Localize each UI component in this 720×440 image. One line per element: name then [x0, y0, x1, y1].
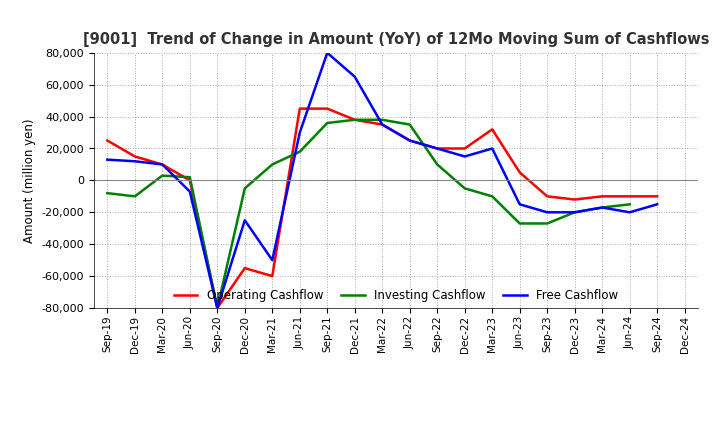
Investing Cashflow [158, 173, 166, 178]
Free Cashflow [323, 50, 332, 55]
Free Cashflow [268, 257, 276, 263]
Free Cashflow [488, 146, 497, 151]
Line: Free Cashflow: Free Cashflow [107, 53, 657, 308]
Free Cashflow [240, 218, 249, 223]
Free Cashflow [433, 146, 441, 151]
Free Cashflow [351, 74, 359, 79]
Investing Cashflow [378, 117, 387, 122]
Free Cashflow [543, 210, 552, 215]
Free Cashflow [295, 130, 304, 135]
Operating Cashflow [186, 178, 194, 183]
Operating Cashflow [405, 138, 414, 143]
Operating Cashflow [516, 170, 524, 175]
Investing Cashflow [543, 221, 552, 226]
Operating Cashflow [240, 265, 249, 271]
Operating Cashflow [488, 127, 497, 132]
Free Cashflow [570, 210, 579, 215]
Investing Cashflow [186, 175, 194, 180]
Investing Cashflow [240, 186, 249, 191]
Operating Cashflow [598, 194, 606, 199]
Free Cashflow [103, 157, 112, 162]
Free Cashflow [516, 202, 524, 207]
Investing Cashflow [488, 194, 497, 199]
Investing Cashflow [351, 117, 359, 122]
Free Cashflow [653, 202, 662, 207]
Legend: Operating Cashflow, Investing Cashflow, Free Cashflow: Operating Cashflow, Investing Cashflow, … [169, 285, 623, 307]
Investing Cashflow [570, 210, 579, 215]
Operating Cashflow [626, 194, 634, 199]
Y-axis label: Amount (million yen): Amount (million yen) [23, 118, 36, 242]
Free Cashflow [378, 122, 387, 127]
Investing Cashflow [213, 305, 222, 311]
Operating Cashflow [433, 146, 441, 151]
Operating Cashflow [543, 194, 552, 199]
Operating Cashflow [653, 194, 662, 199]
Operating Cashflow [130, 154, 139, 159]
Operating Cashflow [351, 117, 359, 122]
Operating Cashflow [460, 146, 469, 151]
Operating Cashflow [213, 305, 222, 311]
Operating Cashflow [378, 122, 387, 127]
Operating Cashflow [295, 106, 304, 111]
Free Cashflow [213, 305, 222, 311]
Free Cashflow [405, 138, 414, 143]
Investing Cashflow [460, 186, 469, 191]
Investing Cashflow [598, 205, 606, 210]
Title: [9001]  Trend of Change in Amount (YoY) of 12Mo Moving Sum of Cashflows: [9001] Trend of Change in Amount (YoY) o… [83, 33, 709, 48]
Free Cashflow [598, 205, 606, 210]
Investing Cashflow [103, 191, 112, 196]
Free Cashflow [460, 154, 469, 159]
Line: Investing Cashflow: Investing Cashflow [107, 120, 630, 308]
Operating Cashflow [158, 162, 166, 167]
Line: Operating Cashflow: Operating Cashflow [107, 109, 657, 308]
Operating Cashflow [323, 106, 332, 111]
Investing Cashflow [130, 194, 139, 199]
Free Cashflow [130, 159, 139, 164]
Free Cashflow [186, 189, 194, 194]
Investing Cashflow [516, 221, 524, 226]
Investing Cashflow [295, 149, 304, 154]
Investing Cashflow [268, 162, 276, 167]
Free Cashflow [626, 210, 634, 215]
Investing Cashflow [323, 120, 332, 126]
Investing Cashflow [433, 162, 441, 167]
Free Cashflow [158, 162, 166, 167]
Operating Cashflow [570, 197, 579, 202]
Operating Cashflow [268, 273, 276, 279]
Operating Cashflow [103, 138, 112, 143]
Investing Cashflow [405, 122, 414, 127]
Investing Cashflow [626, 202, 634, 207]
